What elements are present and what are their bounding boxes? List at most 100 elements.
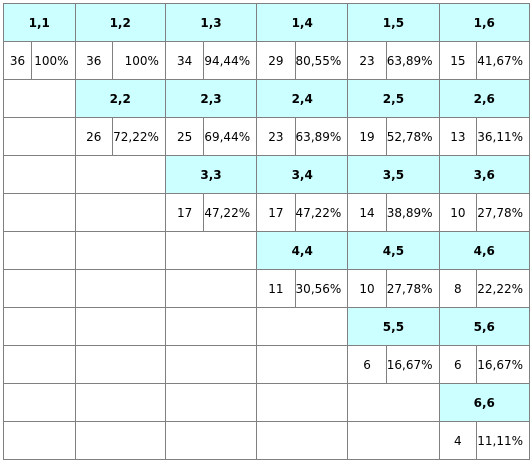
empty-cell xyxy=(347,421,440,460)
pair-header: 6,6 xyxy=(438,383,530,422)
pair-header: 2,5 xyxy=(347,79,440,118)
pair-header: 1,1 xyxy=(3,3,76,42)
percent-cell: 47,22% xyxy=(294,193,349,232)
percent-cell: 63,89% xyxy=(385,41,440,80)
percent-cell: 80,55% xyxy=(294,41,349,80)
header-row: 1,1 1,2 1,3 1,4 1,5 1,6 xyxy=(3,3,530,42)
count-cell: 29 xyxy=(256,41,296,80)
empty-cell xyxy=(164,269,258,308)
pair-header: 1,2 xyxy=(74,3,166,42)
percent-cell: 11,11% xyxy=(476,421,530,460)
empty-cell xyxy=(347,383,440,422)
count-cell: 34 xyxy=(164,41,205,80)
percent-cell: 16,67% xyxy=(476,345,530,384)
data-row: 36 100% 36 100% 34 94,44% 29 80,55% 23 63,89% 15 41… xyxy=(2,41,530,80)
percent-cell: 47,22% xyxy=(203,193,258,232)
empty-cell xyxy=(74,193,166,232)
percent-cell: 36,11% xyxy=(476,117,530,156)
empty-cell xyxy=(74,231,166,270)
header-row: 3,3 3,4 3,5 3,6 xyxy=(3,155,530,194)
empty-cell xyxy=(3,79,76,118)
empty-cell xyxy=(256,345,349,384)
empty-cell xyxy=(164,383,258,422)
data-row: 26 72,22% 25 69,44% 23 63,89% 19 52,78% 13 36,11% xyxy=(3,117,530,156)
empty-cell xyxy=(164,345,258,384)
table-body: 1,1 1,2 1,3 1,4 1,5 1,6 36 100% 36 100% 34 94,44% 29… xyxy=(2,3,530,460)
empty-cell xyxy=(3,117,76,156)
empty-cell xyxy=(3,345,76,384)
pair-header: 1,4 xyxy=(256,3,349,42)
count-cell: 25 xyxy=(164,117,205,156)
count-cell: 17 xyxy=(256,193,296,232)
pair-header: 4,6 xyxy=(438,231,530,270)
pair-header: 2,3 xyxy=(164,79,258,118)
count-cell: 10 xyxy=(438,193,478,232)
header-row: 5,5 5,6 xyxy=(3,307,530,346)
probability-table: 1,1 1,2 1,3 1,4 1,5 1,6 36 100% 36 100% 34 94,44% 29… xyxy=(2,3,530,460)
empty-cell xyxy=(256,421,349,460)
percent-cell: 27,78% xyxy=(476,193,530,232)
percent-cell: 27,78% xyxy=(385,269,440,308)
pair-header: 5,6 xyxy=(438,307,530,346)
empty-cell xyxy=(3,193,76,232)
empty-cell xyxy=(74,345,166,384)
percent-cell: 38,89% xyxy=(385,193,440,232)
count-cell: 23 xyxy=(256,117,296,156)
pair-header: 2,2 xyxy=(74,79,166,118)
count-cell: 4 xyxy=(438,421,478,460)
count-cell: 15 xyxy=(438,41,478,80)
percent-cell: 100% xyxy=(31,41,76,80)
count-cell: 36 xyxy=(74,41,114,80)
empty-cell xyxy=(74,269,166,308)
count-cell: 8 xyxy=(438,269,478,308)
percent-cell: 69,44% xyxy=(203,117,258,156)
count-cell: 26 xyxy=(74,117,114,156)
pair-header: 2,4 xyxy=(256,79,349,118)
pair-header: 2,6 xyxy=(438,79,530,118)
data-row: 4 11,11% xyxy=(3,421,530,460)
empty-cell xyxy=(164,421,258,460)
pair-header: 3,3 xyxy=(164,155,258,194)
empty-cell xyxy=(74,155,166,194)
count-cell: 6 xyxy=(438,345,478,384)
header-row: 4,4 4,5 4,6 xyxy=(3,231,530,270)
pair-header: 5,5 xyxy=(347,307,440,346)
percent-cell: 22,22% xyxy=(476,269,530,308)
empty-cell xyxy=(3,269,76,308)
count-cell: 10 xyxy=(347,269,387,308)
pair-header: 3,5 xyxy=(347,155,440,194)
empty-cell xyxy=(3,307,76,346)
data-row: 17 47,22% 17 47,22% 14 38,89% 10 27,78% xyxy=(3,193,530,232)
pair-header: 1,5 xyxy=(347,3,440,42)
empty-cell xyxy=(74,421,166,460)
header-row: 2,2 2,3 2,4 2,5 2,6 xyxy=(3,79,530,118)
header-row: 6,6 xyxy=(3,383,530,422)
empty-cell xyxy=(3,231,76,270)
empty-cell xyxy=(3,155,76,194)
data-row: 6 16,67% 6 16,67% xyxy=(3,345,530,384)
count-cell: 23 xyxy=(347,41,387,80)
count-cell: 11 xyxy=(256,269,296,308)
pair-header: 4,4 xyxy=(256,231,349,270)
empty-cell xyxy=(256,383,349,422)
empty-cell xyxy=(3,421,76,460)
percent-cell: 30,56% xyxy=(294,269,349,308)
empty-cell xyxy=(164,231,258,270)
pair-header: 1,3 xyxy=(164,3,258,42)
count-cell: 14 xyxy=(347,193,387,232)
pair-header: 3,6 xyxy=(438,155,530,194)
empty-cell xyxy=(256,307,349,346)
percent-cell: 16,67% xyxy=(385,345,440,384)
empty-cell xyxy=(74,383,166,422)
count-cell: 36 xyxy=(2,41,33,80)
count-cell: 17 xyxy=(164,193,205,232)
count-cell: 13 xyxy=(438,117,478,156)
percent-cell: 100% xyxy=(112,41,166,80)
percent-cell: 63,89% xyxy=(294,117,349,156)
pair-header: 3,4 xyxy=(256,155,349,194)
data-row: 11 30,56% 10 27,78% 8 22,22% xyxy=(3,269,530,308)
count-cell: 19 xyxy=(347,117,387,156)
percent-cell: 72,22% xyxy=(112,117,166,156)
percent-cell: 52,78% xyxy=(385,117,440,156)
percent-cell: 94,44% xyxy=(203,41,258,80)
